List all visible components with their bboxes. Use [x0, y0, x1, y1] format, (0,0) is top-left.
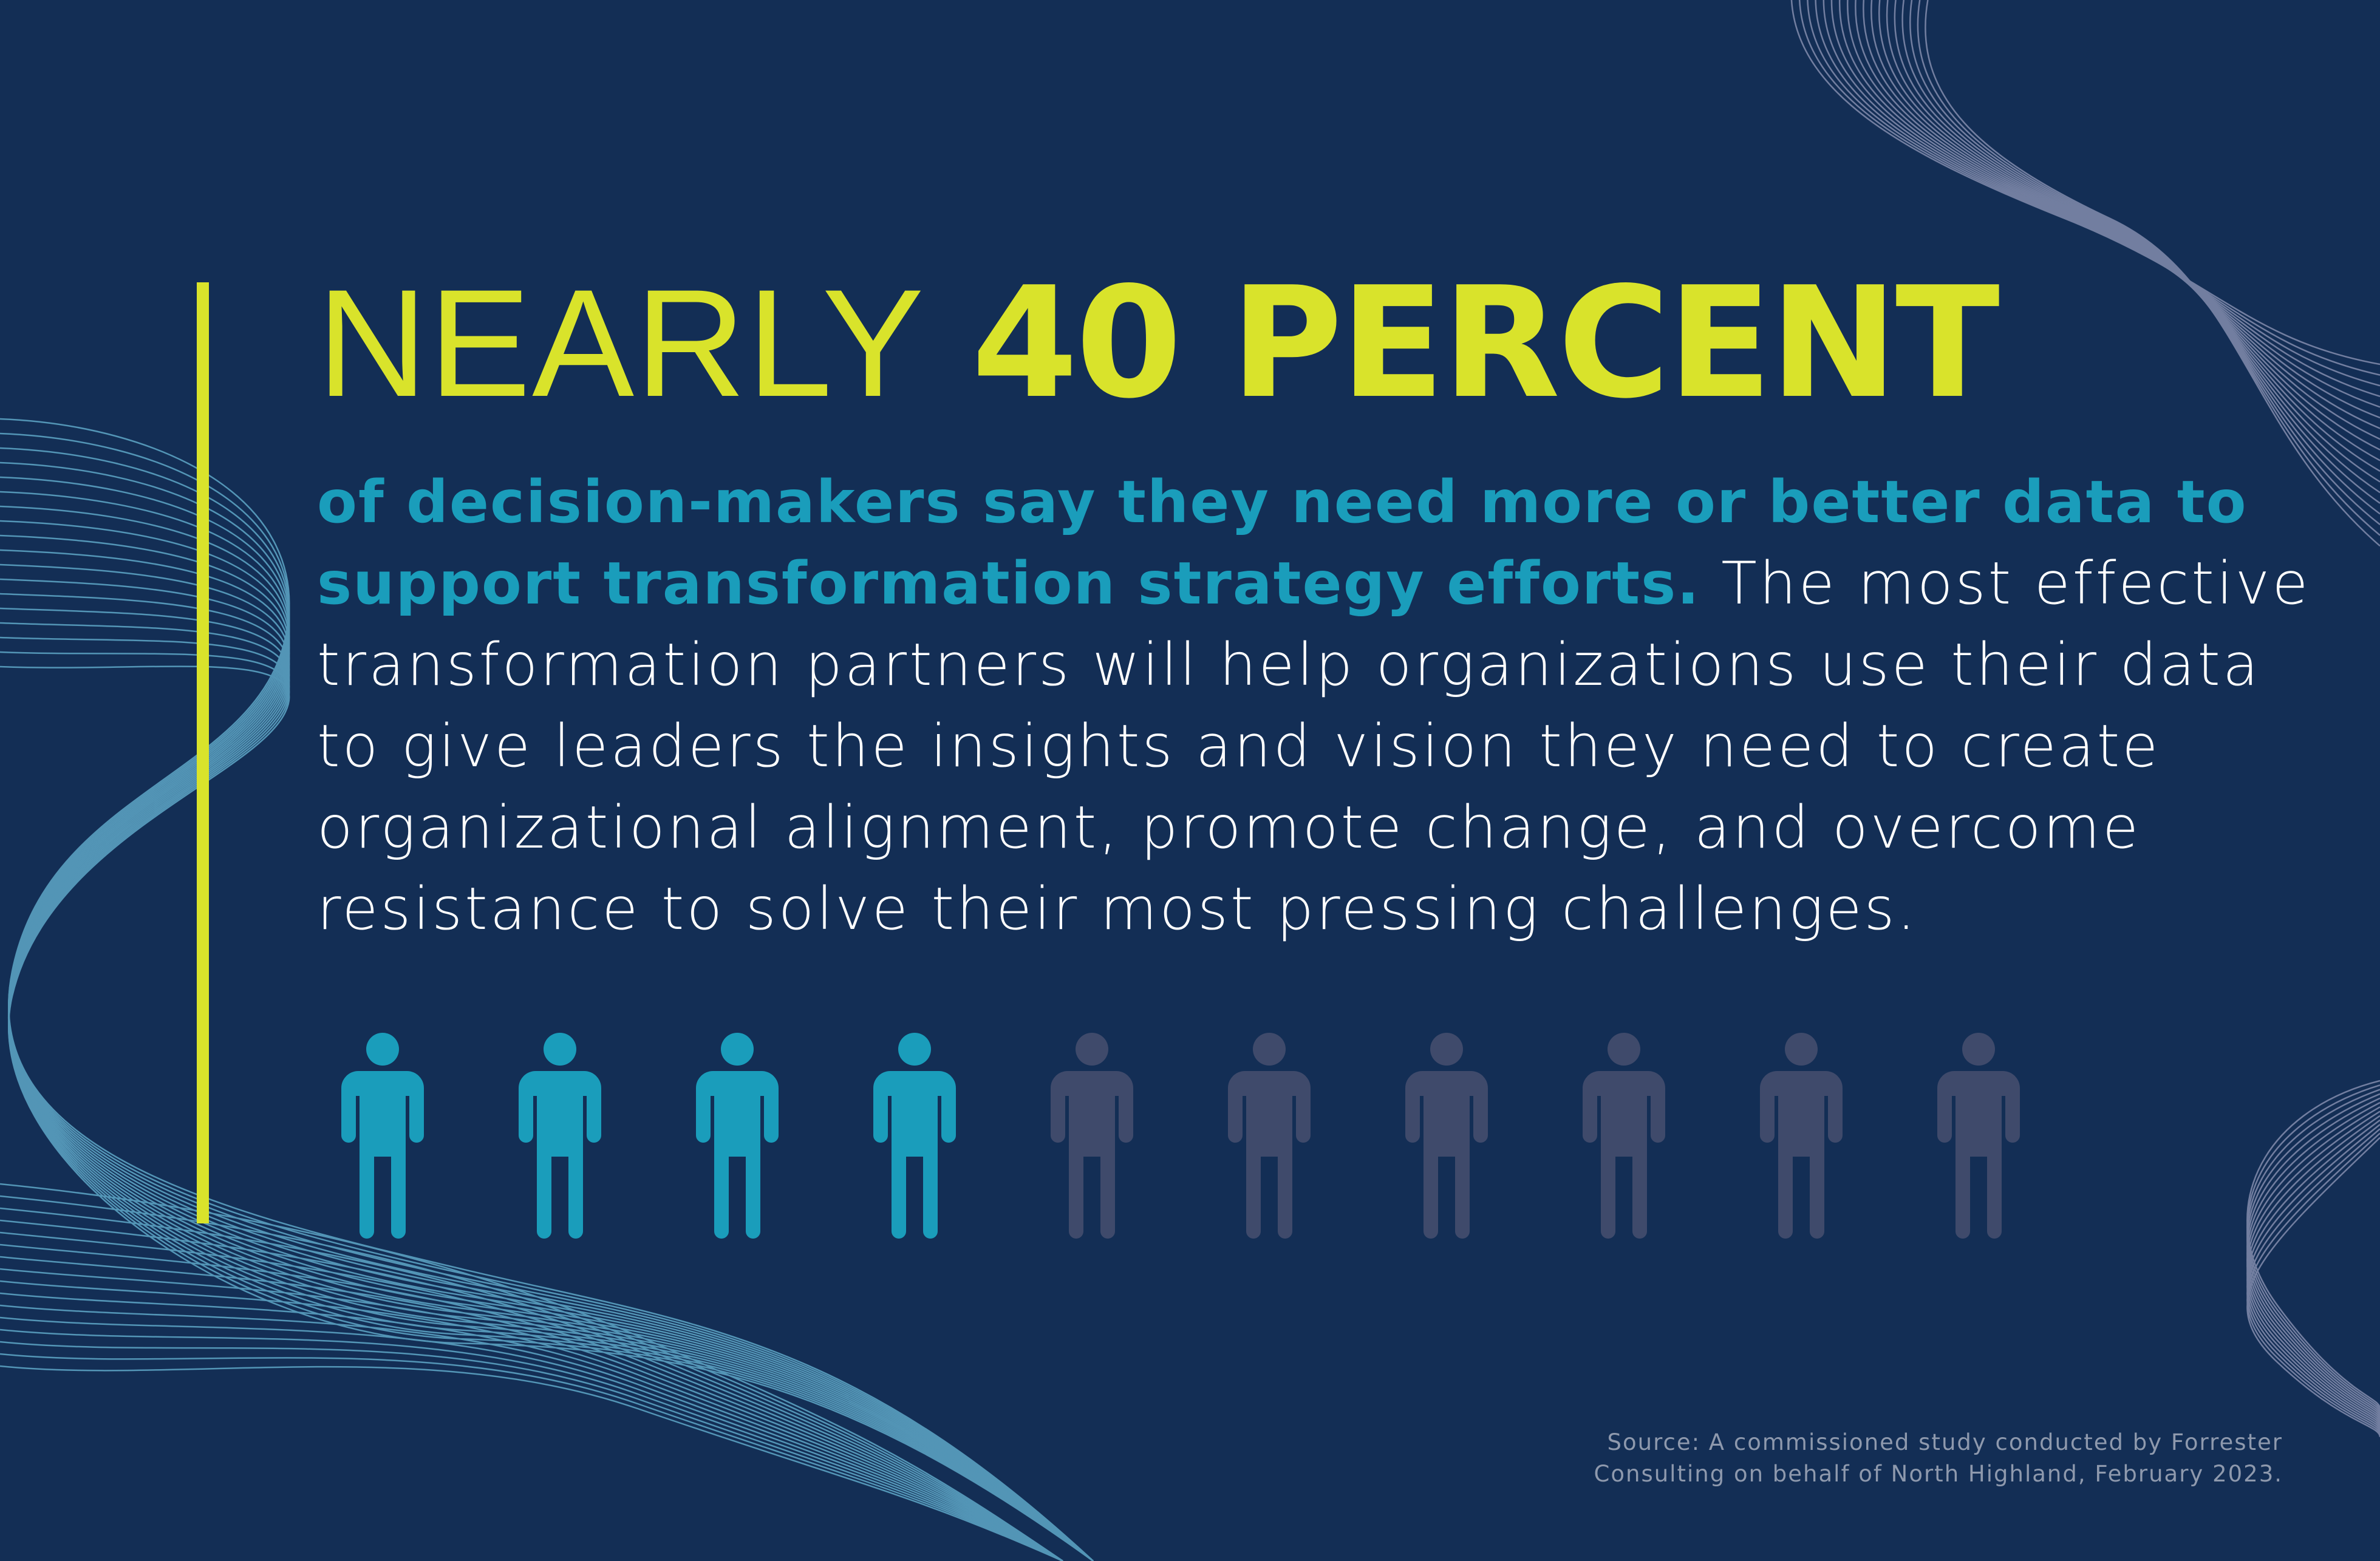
headline-bold: 40 PERCENT [972, 254, 1997, 432]
person-icon-highlighted [340, 1032, 425, 1239]
accent-vertical-bar [197, 282, 209, 1223]
person-pictogram-row [340, 1032, 2021, 1239]
person-icon-muted [1759, 1032, 1844, 1239]
person-icon-highlighted [872, 1032, 957, 1239]
source-line-1: Source: A commissioned study conducted b… [1594, 1427, 2283, 1458]
person-icon-muted [1581, 1032, 1666, 1239]
person-icon-muted [1227, 1032, 1312, 1239]
headline: NEARLY 40 PERCENT [317, 267, 1997, 420]
headline-light: NEARLY [317, 258, 926, 429]
person-icon-muted [1049, 1032, 1134, 1239]
body-paragraph: of decision-makers say they need more or… [317, 461, 2321, 950]
source-line-2: Consulting on behalf of North Highland, … [1594, 1458, 2283, 1490]
person-icon-highlighted [517, 1032, 602, 1239]
person-icon-muted [1936, 1032, 2021, 1239]
person-icon-highlighted [695, 1032, 780, 1239]
person-icon-muted [1404, 1032, 1489, 1239]
source-citation: Source: A commissioned study conducted b… [1594, 1427, 2283, 1490]
